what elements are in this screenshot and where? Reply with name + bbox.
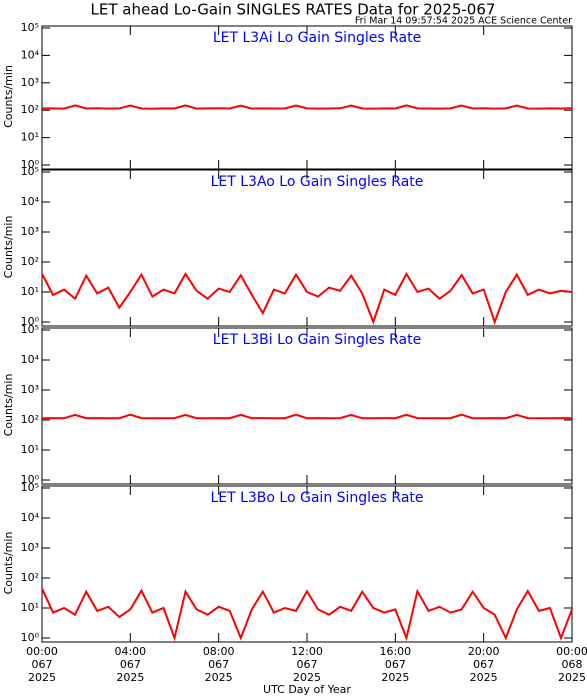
y-tick-label: 10⁵	[21, 21, 39, 34]
y-tick-label: 10¹	[21, 131, 39, 144]
x-tick-label: 08:00	[203, 645, 235, 658]
data-line	[41, 587, 573, 642]
panel-title: LET L3Bi Lo Gain Singles Rate	[213, 332, 421, 348]
panel-title: LET L3Ao Lo Gain Singles Rate	[211, 174, 424, 190]
y-tick-label: 10⁰	[21, 631, 40, 644]
y-tick-label: 10⁴	[21, 195, 40, 208]
x-tick-label: 2025	[558, 671, 586, 684]
y-tick-label: 10¹	[21, 601, 39, 614]
chart-title: LET ahead Lo-Gain SINGLES RATES Data for…	[91, 1, 496, 19]
y-tick-label: 10³	[21, 76, 39, 89]
chart-subtitle: Fri Mar 14 09:57:54 2025 ACE Science Cen…	[355, 16, 572, 27]
y-tick-label: 10⁰	[21, 473, 40, 486]
x-tick-label: 20:00	[468, 645, 500, 658]
x-tick-label: 068	[562, 658, 583, 671]
y-tick-label: 10⁴	[21, 48, 40, 61]
y-tick-label: 10⁵	[21, 481, 39, 494]
y-tick-label: 10⁵	[21, 165, 39, 178]
y-tick-label: 10²	[21, 255, 39, 268]
x-tick-label: 067	[120, 658, 141, 671]
x-tick-label: 2025	[205, 671, 233, 684]
x-tick-label: 2025	[28, 671, 56, 684]
y-axis-label: Counts/min	[2, 216, 15, 279]
x-tick-label: 2025	[381, 671, 409, 684]
y-tick-label: 10¹	[21, 443, 39, 456]
x-tick-label: 067	[32, 658, 53, 671]
x-tick-label: 00:00	[556, 645, 587, 658]
y-tick-label: 10⁴	[21, 511, 40, 524]
y-tick-label: 10²	[21, 103, 39, 116]
x-tick-label: 16:00	[379, 645, 411, 658]
panel-title: LET L3Ai Lo Gain Singles Rate	[213, 30, 421, 46]
y-tick-label: 10³	[21, 541, 39, 554]
x-tick-label: 067	[473, 658, 494, 671]
x-tick-label: 00:00	[26, 645, 58, 658]
x-tick-label: 2025	[470, 671, 498, 684]
x-axis-label: UTC Day of Year	[263, 683, 351, 696]
x-tick-label: 067	[297, 658, 318, 671]
y-tick-label: 10⁵	[21, 323, 39, 336]
y-tick-label: 10¹	[21, 285, 39, 298]
y-axis-label: Counts/min	[2, 374, 15, 437]
data-line	[41, 413, 573, 420]
plot-frame	[41, 485, 573, 643]
x-tick-label: 12:00	[291, 645, 323, 658]
x-tick-label: 04:00	[114, 645, 146, 658]
x-tick-label: 2025	[116, 671, 144, 684]
y-tick-label: 10²	[21, 571, 39, 584]
x-tick-label: 2025	[293, 671, 321, 684]
panel-title: LET L3Bo Lo Gain Singles Rate	[210, 490, 423, 506]
y-tick-label: 10³	[21, 383, 39, 396]
plot-frame	[41, 25, 573, 170]
plot-frame	[41, 327, 573, 485]
x-tick-label: 067	[385, 658, 406, 671]
y-tick-label: 10³	[21, 225, 39, 238]
plot-frame	[41, 169, 573, 327]
y-tick-label: 10⁰	[21, 315, 40, 328]
y-tick-label: 10⁰	[21, 158, 40, 171]
x-tick-label: 067	[208, 658, 229, 671]
y-tick-label: 10²	[21, 413, 39, 426]
data-line	[41, 104, 573, 110]
data-line	[41, 271, 573, 325]
y-tick-label: 10⁴	[21, 353, 40, 366]
y-axis-label: Counts/min	[2, 65, 15, 128]
y-axis-label: Counts/min	[2, 532, 15, 595]
